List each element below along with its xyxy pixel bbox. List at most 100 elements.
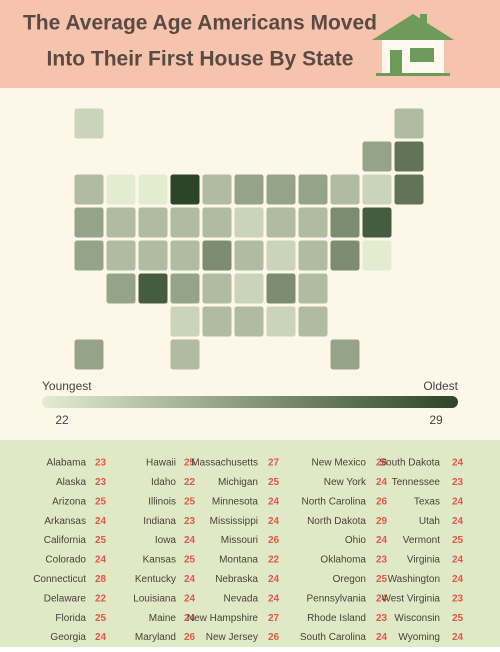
state-name: Utah (419, 516, 440, 527)
state-tile (73, 173, 105, 206)
state-age: 23 (452, 477, 464, 488)
state-name: South Carolina (300, 632, 367, 643)
state-tile (201, 305, 233, 338)
state-name: Idaho (151, 477, 176, 488)
state-name: Missouri (221, 535, 258, 546)
state-age: 23 (452, 593, 464, 604)
state-age: 22 (268, 555, 280, 566)
state-age: 26 (268, 632, 280, 643)
state-name: Kansas (143, 555, 176, 566)
state-name: Minnesota (212, 496, 259, 507)
state-age: 24 (184, 574, 196, 585)
state-name: Illinois (148, 496, 176, 507)
legend-max: 29 (429, 413, 443, 427)
state-age: 23 (95, 477, 107, 488)
state-age: 24 (452, 574, 464, 585)
legend-high-label: Oldest (423, 379, 458, 393)
state-tile (201, 173, 233, 206)
state-name: Oregon (333, 574, 366, 585)
state-name: Mississippi (210, 516, 258, 527)
state-tile (105, 206, 137, 239)
state-tile (329, 239, 361, 272)
state-tile (201, 206, 233, 239)
state-tile (297, 272, 329, 305)
state-age: 25 (452, 535, 464, 546)
state-tile (201, 239, 233, 272)
state-tile (361, 206, 393, 239)
state-name: California (44, 535, 87, 546)
state-tile (137, 173, 169, 206)
state-name: Arkansas (44, 516, 86, 527)
state-age: 24 (184, 613, 196, 624)
state-tile (297, 239, 329, 272)
state-age: 24 (95, 632, 107, 643)
state-name: Tennessee (392, 477, 441, 488)
title-line: Into Their First House By State (47, 48, 354, 71)
state-name: Maine (149, 613, 177, 624)
state-tile (105, 173, 137, 206)
state-age: 25 (452, 613, 464, 624)
state-tile (265, 305, 297, 338)
state-age: 24 (268, 574, 280, 585)
state-age: 25 (268, 477, 280, 488)
state-age: 24 (95, 516, 107, 527)
state-name: Connecticut (33, 574, 86, 585)
state-tile (169, 272, 201, 305)
state-name: Alabama (47, 458, 87, 469)
state-name: Washington (388, 574, 440, 585)
state-tile (233, 206, 265, 239)
state-name: New Mexico (312, 458, 367, 469)
state-tile (105, 239, 137, 272)
state-table: Alabama 23 Alaska 23 Arizona 25 Arkansas 24 Cali… (33, 458, 463, 644)
state-tile (361, 239, 393, 272)
state-age: 25 (184, 555, 196, 566)
state-name: Montana (219, 555, 258, 566)
state-age: 24 (452, 458, 464, 469)
state-tile (169, 173, 201, 206)
state-age: 25 (184, 458, 196, 469)
state-age: 24 (452, 496, 464, 507)
state-tile (169, 206, 201, 239)
state-tile (73, 206, 105, 239)
state-age: 24 (452, 555, 464, 566)
state-age: 24 (376, 535, 388, 546)
state-name: Ohio (345, 535, 367, 546)
state-name: Maryland (135, 632, 176, 643)
house-icon (372, 14, 454, 76)
state-age: 28 (376, 458, 388, 469)
state-age: 24 (268, 593, 280, 604)
state-tile (137, 272, 169, 305)
state-tile (137, 206, 169, 239)
state-age: 25 (95, 535, 107, 546)
state-name: Massachusetts (191, 458, 258, 469)
state-age: 24 (95, 555, 107, 566)
state-tile (233, 272, 265, 305)
state-name: Delaware (44, 593, 87, 604)
state-name: Alaska (56, 477, 86, 488)
legend-gradient (42, 396, 458, 408)
state-age: 24 (184, 535, 196, 546)
state-name: Hawaii (146, 458, 176, 469)
state-age: 28 (95, 574, 107, 585)
state-age: 25 (184, 496, 196, 507)
state-tile (73, 107, 105, 140)
state-age: 24 (268, 496, 280, 507)
state-tile (265, 173, 297, 206)
state-name: South Dakota (379, 458, 440, 469)
state-tile (265, 239, 297, 272)
state-name: Michigan (218, 477, 258, 488)
state-name: North Dakota (307, 516, 366, 527)
state-age: 24 (452, 516, 464, 527)
state-name: West Virginia (381, 593, 440, 604)
state-tile (233, 239, 265, 272)
state-age: 23 (95, 458, 107, 469)
state-tile (73, 338, 105, 371)
state-name: Georgia (50, 632, 86, 643)
state-age: 22 (184, 477, 196, 488)
state-tile (361, 140, 393, 173)
state-name: Rhode Island (307, 613, 366, 624)
state-name: Iowa (155, 535, 177, 546)
state-name: New Hampshire (187, 613, 259, 624)
legend-low-label: Youngest (42, 379, 92, 393)
